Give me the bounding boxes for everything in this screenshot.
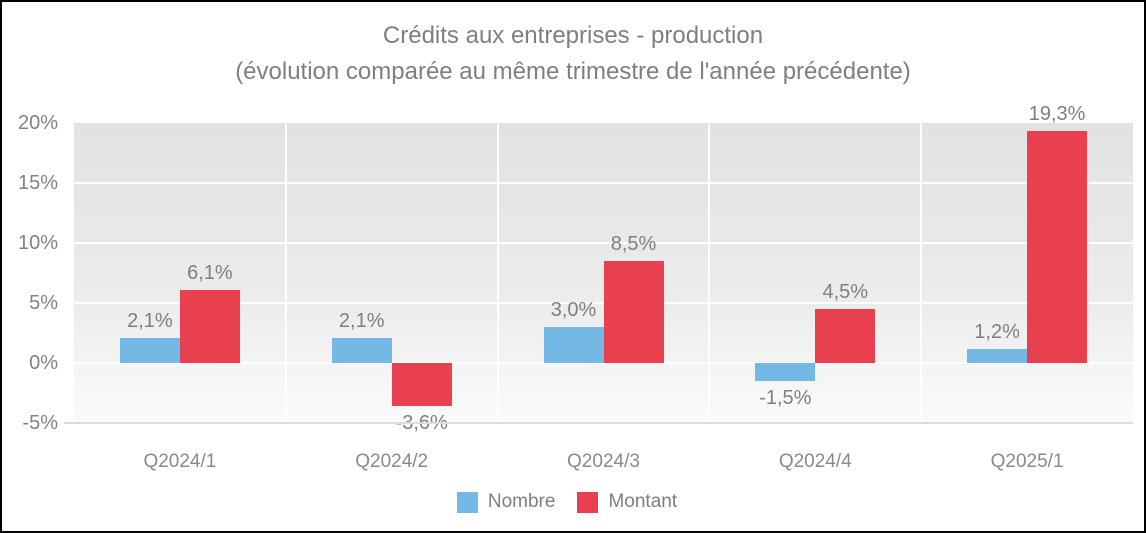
x-tick-label-q2024-4: Q2024/4	[778, 451, 852, 472]
group-separator	[920, 123, 923, 423]
gridline-0%	[74, 362, 1133, 364]
gridline-10%	[74, 242, 1133, 244]
bar-value-label-montant-q2024-4: 4,5%	[822, 281, 869, 303]
x-axis-line	[64, 422, 1133, 424]
chart-title-line2: (évolution comparée au même trimestre de…	[235, 58, 911, 85]
y-tick-label-15%: 15%	[17, 172, 58, 194]
bar-nombre-q2024-2	[331, 337, 392, 363]
y-tick-label-0%: 0%	[29, 352, 58, 374]
legend-swatch-montant	[577, 491, 599, 513]
y-tick-label-5%: 5%	[29, 292, 58, 314]
bar-value-label-nombre-q2025-1: 1,2%	[974, 320, 1020, 343]
x-tick-label-q2024-3: Q2024/3	[567, 451, 640, 472]
chart-title-line1: Crédits aux entreprises - production	[382, 22, 764, 49]
group-separator	[496, 123, 499, 423]
bar-montant-q2024-3	[603, 261, 664, 363]
x-tick-label-q2025-1: Q2025/1	[990, 451, 1064, 472]
x-tick-label-q2024-1: Q2024/1	[143, 451, 217, 472]
bar-value-label-nombre-q2024-4: -1,5%	[759, 387, 812, 409]
chart-title: Crédits aux entreprises - production (év…	[2, 18, 1144, 90]
y-tick-label-20%: 20%	[17, 112, 58, 134]
bar-value-label-montant-q2024-3: 8,5%	[610, 233, 657, 255]
legend: Nombre Montant	[2, 491, 1144, 513]
gridline-15%	[74, 182, 1133, 184]
group-separator	[708, 123, 711, 423]
bar-montant-q2025-1	[1027, 131, 1088, 363]
legend-label-nombre: Nombre	[487, 491, 556, 512]
bar-montant-q2024-1	[179, 289, 240, 363]
bar-nombre-q2024-3	[543, 327, 604, 363]
bar-value-label-montant-q2024-1: 6,1%	[187, 261, 233, 284]
bar-nombre-q2024-4	[755, 363, 816, 381]
legend-swatch-nombre	[456, 491, 478, 513]
bar-value-label-nombre-q2024-1: 2,1%	[127, 309, 173, 332]
bar-value-label-nombre-q2024-2: 2,1%	[338, 309, 385, 332]
bar-montant-q2024-2	[391, 363, 452, 407]
group-separator	[284, 123, 287, 423]
bar-nombre-q2025-1	[967, 348, 1028, 363]
x-tick-label-q2024-2: Q2024/2	[355, 451, 429, 472]
y-tick-label-10%: 10%	[17, 232, 58, 254]
bar-value-label-montant-q2025-1: 19,3%	[1028, 103, 1086, 126]
bar-montant-q2024-4	[815, 309, 876, 363]
bar-value-label-nombre-q2024-3: 3,0%	[550, 299, 597, 321]
legend-label-montant: Montant	[608, 491, 678, 512]
y-tick-label--5%: -5%	[22, 412, 58, 434]
bar-nombre-q2024-1	[119, 337, 180, 363]
